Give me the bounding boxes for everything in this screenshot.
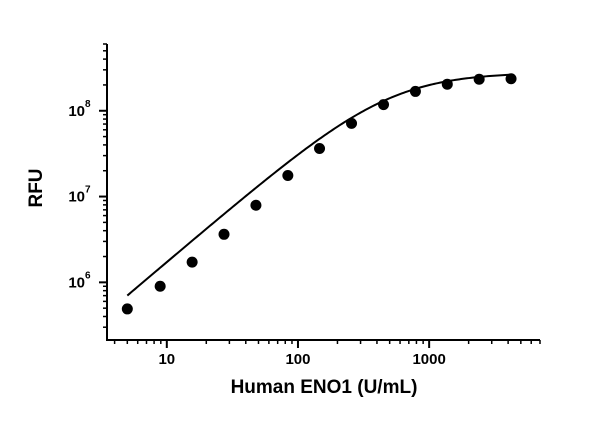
y-tick-label: 10: [68, 274, 85, 291]
y-tick-label: 10: [68, 103, 85, 120]
data-point: [282, 169, 294, 181]
data-point: [409, 85, 421, 97]
y-tick-exponent: 8: [85, 99, 91, 110]
y-tick-label: 10: [68, 189, 85, 206]
x-tick-label: 10: [158, 351, 175, 368]
data-point: [346, 117, 358, 129]
data-point: [218, 228, 230, 240]
x-tick-label: 1000: [412, 351, 445, 368]
fit-curve: [126, 73, 512, 297]
data-point: [250, 199, 262, 211]
y-axis-title: RFU: [26, 168, 47, 207]
fit-curve-layer: [126, 73, 512, 297]
data-point: [154, 280, 166, 292]
y-tick-exponent: 6: [85, 270, 91, 281]
data-point: [186, 256, 198, 268]
data-point: [121, 303, 133, 315]
data-point: [505, 73, 517, 85]
data-point: [314, 143, 326, 155]
y-tick-exponent: 7: [85, 185, 91, 196]
data-point: [378, 99, 390, 111]
data-point: [473, 73, 485, 85]
data-point: [441, 78, 453, 90]
data-points-layer: [121, 73, 517, 315]
x-tick-label: 100: [285, 351, 310, 368]
x-axis-title: Human ENO1 (U/mL): [231, 377, 418, 398]
